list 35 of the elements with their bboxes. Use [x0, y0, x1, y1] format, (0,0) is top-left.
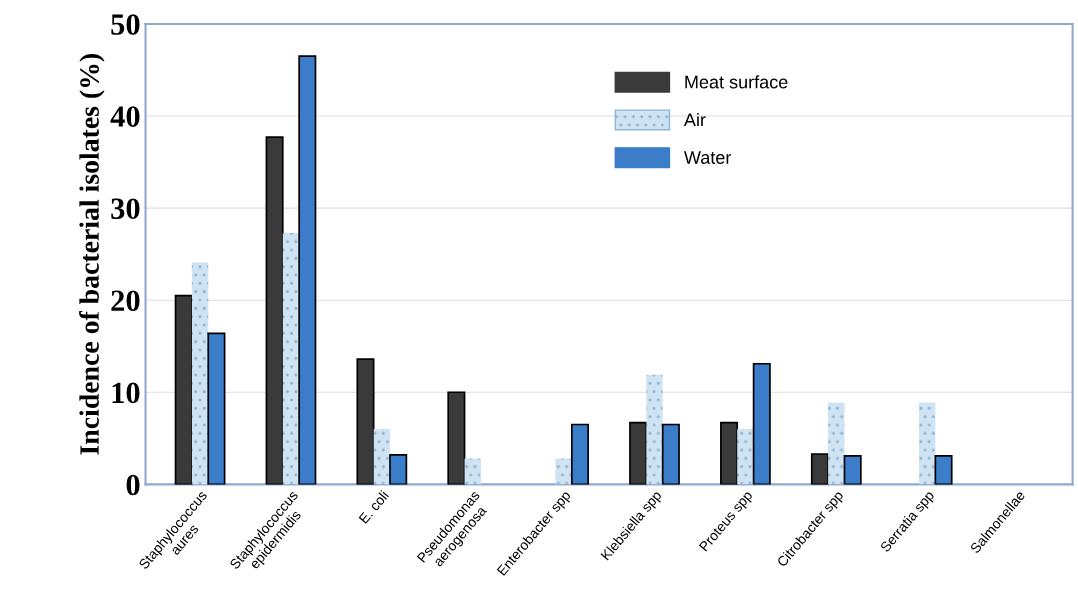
bar	[298, 55, 317, 485]
bar	[828, 402, 845, 485]
bar	[447, 391, 466, 485]
y-tick-label: 40	[110, 106, 140, 127]
bar	[356, 358, 375, 485]
bar	[570, 423, 590, 485]
bar	[265, 136, 284, 485]
bar	[752, 362, 771, 485]
bar	[282, 232, 300, 485]
y-tick-label: 30	[111, 198, 140, 220]
bar	[555, 458, 572, 485]
legend-label: Meat surface	[685, 75, 788, 89]
bar	[720, 421, 739, 485]
legend-label: Water	[683, 151, 732, 164]
y-tick-label: 0	[126, 474, 140, 496]
y-tick-label: 20	[111, 290, 140, 312]
bar	[919, 402, 936, 485]
y-tick-label: 10	[112, 382, 140, 404]
bar	[843, 454, 862, 485]
bar	[934, 454, 953, 485]
bar	[373, 429, 391, 485]
legend-label: Air	[683, 112, 706, 127]
bar	[389, 454, 408, 485]
y-axis-title: Incidence of bacterial isolates (%)	[79, 54, 105, 455]
bar	[191, 262, 209, 485]
bar	[737, 429, 754, 485]
x-tick-label: E. coli	[358, 489, 390, 524]
bar	[464, 458, 481, 485]
y-tick-label: 50	[111, 14, 140, 35]
bar	[207, 332, 226, 485]
bar	[810, 453, 829, 485]
bar	[661, 423, 680, 485]
bar	[174, 294, 193, 485]
bar	[629, 421, 648, 485]
bar	[646, 374, 663, 485]
